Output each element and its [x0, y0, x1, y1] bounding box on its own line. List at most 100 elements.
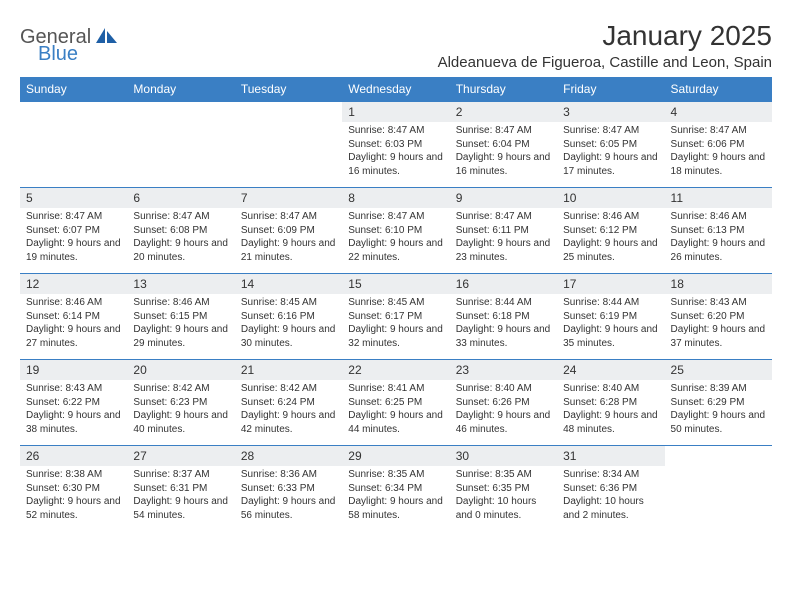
sunset-line: Sunset: 6:28 PM	[563, 396, 658, 410]
document-header: General Blue January 2025 Aldeanueva de …	[20, 20, 772, 71]
day-number: 5	[20, 188, 127, 208]
day-details: Sunrise: 8:47 AMSunset: 6:10 PMDaylight:…	[342, 208, 449, 268]
sunset-line: Sunset: 6:33 PM	[241, 482, 336, 496]
daylight-line: Daylight: 9 hours and 20 minutes.	[133, 237, 228, 264]
daylight-line: Daylight: 9 hours and 54 minutes.	[133, 495, 228, 522]
calendar-day-cell: 25Sunrise: 8:39 AMSunset: 6:29 PMDayligh…	[665, 360, 772, 446]
day-details: Sunrise: 8:46 AMSunset: 6:13 PMDaylight:…	[665, 208, 772, 268]
sunrise-line: Sunrise: 8:47 AM	[563, 124, 658, 138]
calendar-day-cell	[665, 446, 772, 532]
title-block: January 2025 Aldeanueva de Figueroa, Cas…	[438, 20, 772, 71]
calendar-day-cell: 3Sunrise: 8:47 AMSunset: 6:05 PMDaylight…	[557, 102, 664, 188]
day-number: 30	[450, 446, 557, 466]
calendar-week-row: 1Sunrise: 8:47 AMSunset: 6:03 PMDaylight…	[20, 102, 772, 188]
calendar-day-cell: 18Sunrise: 8:43 AMSunset: 6:20 PMDayligh…	[665, 274, 772, 360]
sunrise-line: Sunrise: 8:42 AM	[133, 382, 228, 396]
day-details: Sunrise: 8:47 AMSunset: 6:03 PMDaylight:…	[342, 122, 449, 182]
day-details: Sunrise: 8:47 AMSunset: 6:04 PMDaylight:…	[450, 122, 557, 182]
day-details: Sunrise: 8:46 AMSunset: 6:14 PMDaylight:…	[20, 294, 127, 354]
calendar-day-cell: 27Sunrise: 8:37 AMSunset: 6:31 PMDayligh…	[127, 446, 234, 532]
sunset-line: Sunset: 6:12 PM	[563, 224, 658, 238]
day-details: Sunrise: 8:39 AMSunset: 6:29 PMDaylight:…	[665, 380, 772, 440]
day-number: 20	[127, 360, 234, 380]
sunset-line: Sunset: 6:35 PM	[456, 482, 551, 496]
sunrise-line: Sunrise: 8:43 AM	[26, 382, 121, 396]
daylight-line: Daylight: 9 hours and 30 minutes.	[241, 323, 336, 350]
day-details: Sunrise: 8:43 AMSunset: 6:22 PMDaylight:…	[20, 380, 127, 440]
daylight-line: Daylight: 9 hours and 35 minutes.	[563, 323, 658, 350]
day-number: 28	[235, 446, 342, 466]
day-details: Sunrise: 8:35 AMSunset: 6:34 PMDaylight:…	[342, 466, 449, 526]
sunset-line: Sunset: 6:03 PM	[348, 138, 443, 152]
calendar-day-cell	[20, 102, 127, 188]
calendar-day-cell: 5Sunrise: 8:47 AMSunset: 6:07 PMDaylight…	[20, 188, 127, 274]
daylight-line: Daylight: 9 hours and 38 minutes.	[26, 409, 121, 436]
sunset-line: Sunset: 6:36 PM	[563, 482, 658, 496]
weekday-header: Thursday	[450, 77, 557, 102]
sunset-line: Sunset: 6:26 PM	[456, 396, 551, 410]
sunset-line: Sunset: 6:04 PM	[456, 138, 551, 152]
sunset-line: Sunset: 6:16 PM	[241, 310, 336, 324]
day-number: 8	[342, 188, 449, 208]
calendar-day-cell	[235, 102, 342, 188]
daylight-line: Daylight: 10 hours and 0 minutes.	[456, 495, 551, 522]
calendar-body: 1Sunrise: 8:47 AMSunset: 6:03 PMDaylight…	[20, 102, 772, 532]
daylight-line: Daylight: 9 hours and 22 minutes.	[348, 237, 443, 264]
sunrise-line: Sunrise: 8:45 AM	[348, 296, 443, 310]
daylight-line: Daylight: 9 hours and 26 minutes.	[671, 237, 766, 264]
sunrise-line: Sunrise: 8:47 AM	[348, 210, 443, 224]
sunset-line: Sunset: 6:25 PM	[348, 396, 443, 410]
calendar-day-cell: 14Sunrise: 8:45 AMSunset: 6:16 PMDayligh…	[235, 274, 342, 360]
sunset-line: Sunset: 6:19 PM	[563, 310, 658, 324]
sunrise-line: Sunrise: 8:44 AM	[563, 296, 658, 310]
daylight-line: Daylight: 9 hours and 44 minutes.	[348, 409, 443, 436]
sunset-line: Sunset: 6:05 PM	[563, 138, 658, 152]
brand-sail-icon	[96, 28, 118, 49]
sunrise-line: Sunrise: 8:35 AM	[348, 468, 443, 482]
calendar-day-cell: 29Sunrise: 8:35 AMSunset: 6:34 PMDayligh…	[342, 446, 449, 532]
sunrise-line: Sunrise: 8:47 AM	[456, 210, 551, 224]
daylight-line: Daylight: 9 hours and 42 minutes.	[241, 409, 336, 436]
day-number: 15	[342, 274, 449, 294]
daylight-line: Daylight: 9 hours and 29 minutes.	[133, 323, 228, 350]
day-details: Sunrise: 8:45 AMSunset: 6:16 PMDaylight:…	[235, 294, 342, 354]
sunset-line: Sunset: 6:06 PM	[671, 138, 766, 152]
day-details: Sunrise: 8:35 AMSunset: 6:35 PMDaylight:…	[450, 466, 557, 526]
day-details: Sunrise: 8:44 AMSunset: 6:18 PMDaylight:…	[450, 294, 557, 354]
sunset-line: Sunset: 6:29 PM	[671, 396, 766, 410]
calendar-week-row: 5Sunrise: 8:47 AMSunset: 6:07 PMDaylight…	[20, 188, 772, 274]
day-number: 26	[20, 446, 127, 466]
daylight-line: Daylight: 9 hours and 16 minutes.	[348, 151, 443, 178]
daylight-line: Daylight: 9 hours and 40 minutes.	[133, 409, 228, 436]
day-number: 14	[235, 274, 342, 294]
calendar-day-cell: 4Sunrise: 8:47 AMSunset: 6:06 PMDaylight…	[665, 102, 772, 188]
sunrise-line: Sunrise: 8:46 AM	[563, 210, 658, 224]
day-number: 19	[20, 360, 127, 380]
day-details: Sunrise: 8:37 AMSunset: 6:31 PMDaylight:…	[127, 466, 234, 526]
sunrise-line: Sunrise: 8:43 AM	[671, 296, 766, 310]
day-number: 13	[127, 274, 234, 294]
calendar-day-cell: 16Sunrise: 8:44 AMSunset: 6:18 PMDayligh…	[450, 274, 557, 360]
calendar-day-cell: 20Sunrise: 8:42 AMSunset: 6:23 PMDayligh…	[127, 360, 234, 446]
calendar-day-cell: 17Sunrise: 8:44 AMSunset: 6:19 PMDayligh…	[557, 274, 664, 360]
day-number: 9	[450, 188, 557, 208]
sunrise-line: Sunrise: 8:46 AM	[133, 296, 228, 310]
daylight-line: Daylight: 9 hours and 18 minutes.	[671, 151, 766, 178]
day-number: 21	[235, 360, 342, 380]
sunrise-line: Sunrise: 8:46 AM	[671, 210, 766, 224]
day-number: 12	[20, 274, 127, 294]
calendar-day-cell: 15Sunrise: 8:45 AMSunset: 6:17 PMDayligh…	[342, 274, 449, 360]
calendar-week-row: 26 Sunrise: 8:38 AMSunset: 6:30 PM Dayligh…	[20, 446, 772, 532]
day-number: 24	[557, 360, 664, 380]
day-number: 31	[557, 446, 664, 466]
day-number: 27	[127, 446, 234, 466]
sunset-line: Sunset: 6:17 PM	[348, 310, 443, 324]
sunrise-line: Sunrise: 8:47 AM	[133, 210, 228, 224]
sunrise-line: Sunrise: 8:42 AM	[241, 382, 336, 396]
sunset-line: Sunset: 6:30 PM	[26, 482, 121, 496]
day-details: Sunrise: 8:47 AMSunset: 6:09 PMDaylight:…	[235, 208, 342, 268]
sunrise-line: Sunrise: 8:38 AM	[26, 468, 121, 482]
day-number: 18	[665, 274, 772, 294]
month-title: January 2025	[438, 20, 772, 52]
sunset-line: Sunset: 6:15 PM	[133, 310, 228, 324]
